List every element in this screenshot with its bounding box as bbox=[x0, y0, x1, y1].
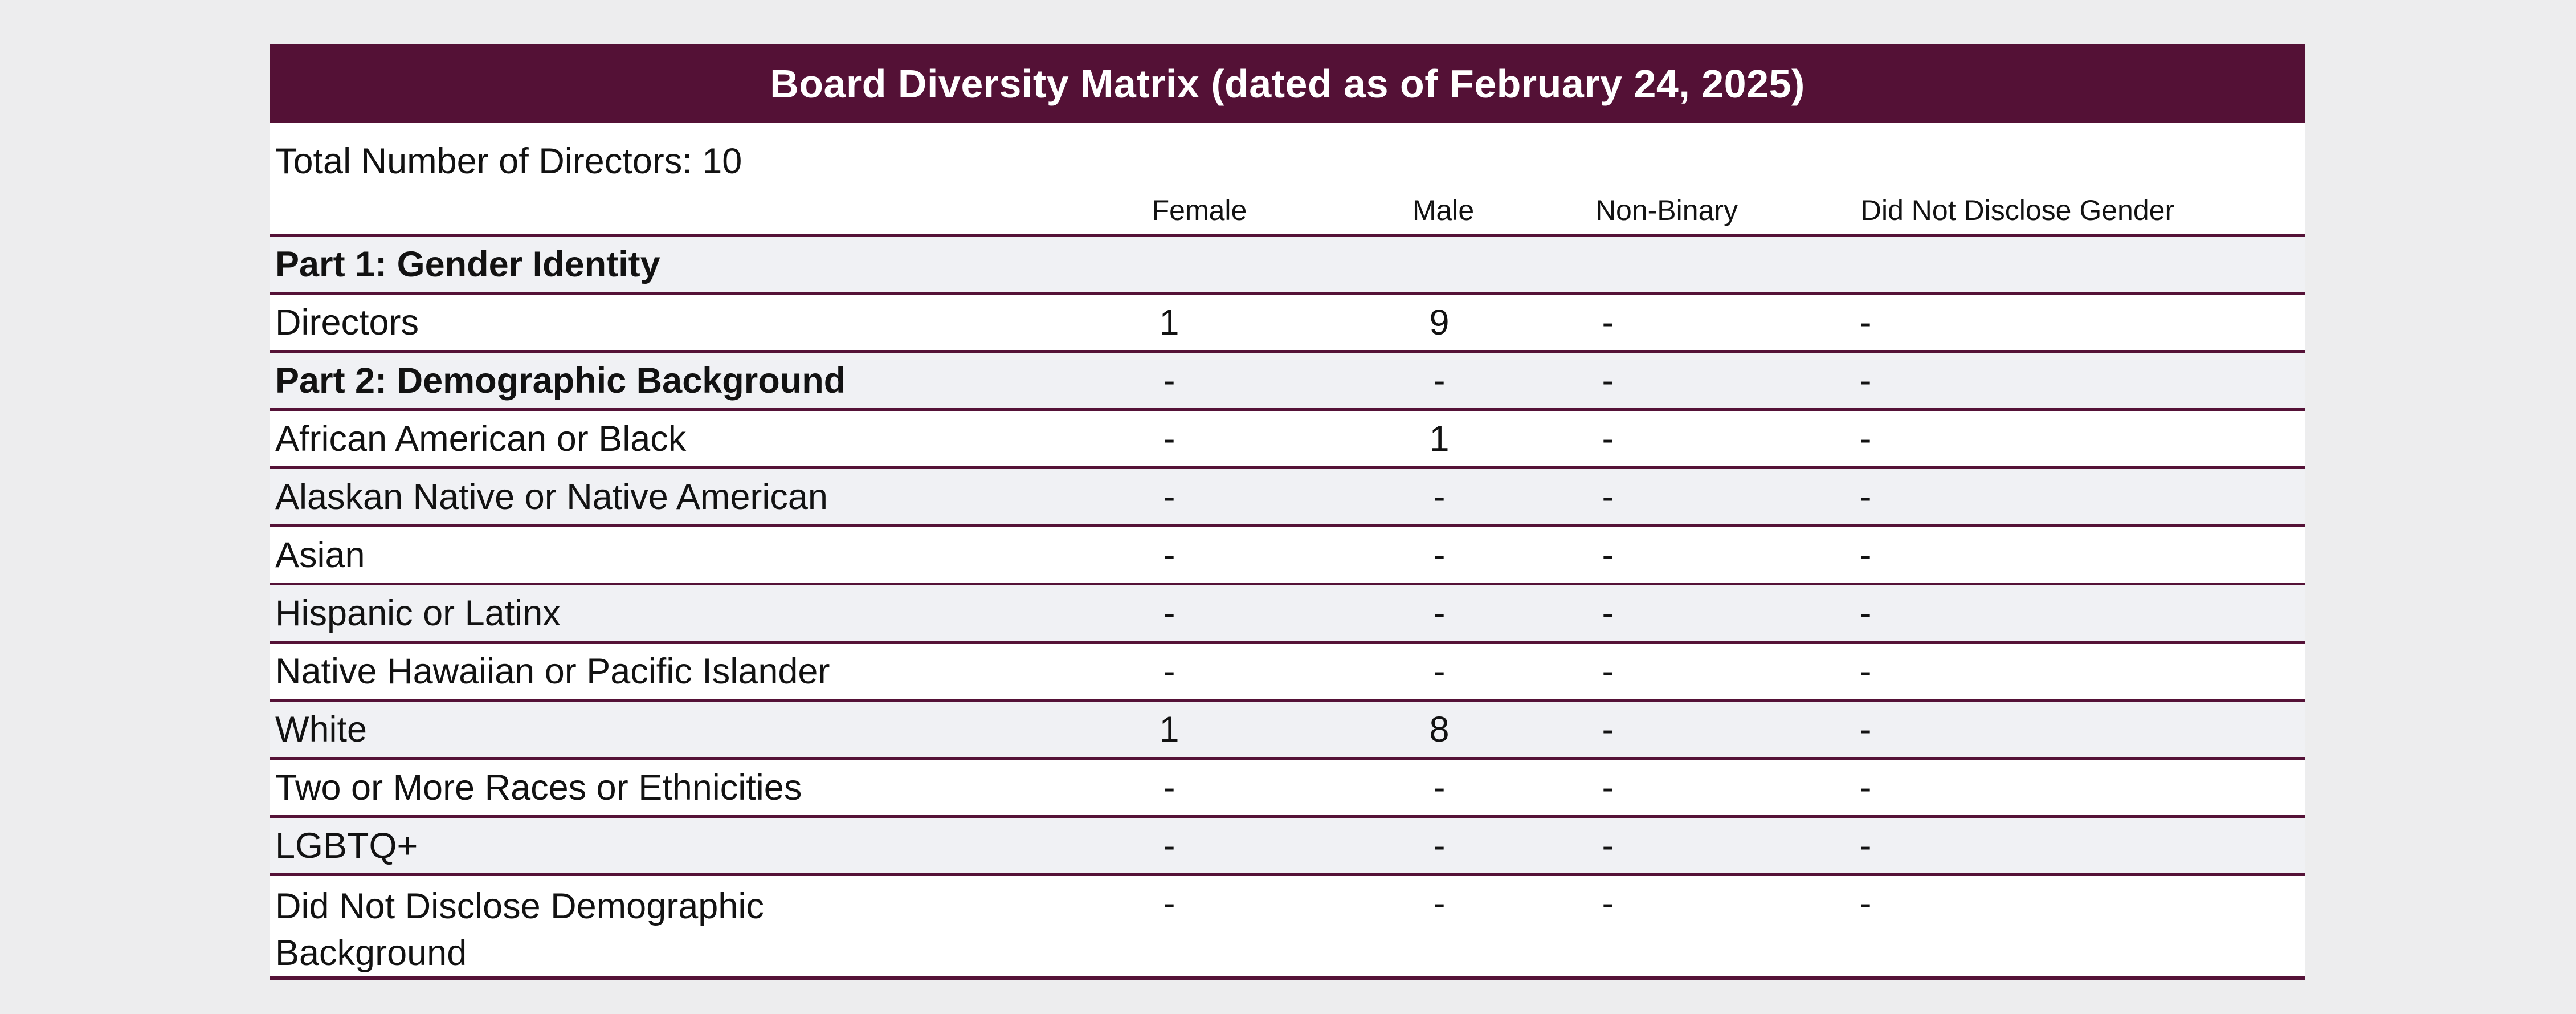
matrix-body: Total Number of Directors: 10 Female Male… bbox=[270, 123, 2305, 980]
row-label: Hispanic or Latinx bbox=[275, 593, 561, 633]
table-row: Part 1: Gender Identity bbox=[270, 234, 2305, 292]
column-header: Did Not Disclose Gender bbox=[1860, 194, 2175, 226]
cell-value: - bbox=[1163, 418, 1175, 459]
cell-value: - bbox=[1433, 767, 1446, 808]
cell-value: - bbox=[1163, 825, 1175, 866]
cell-value: - bbox=[1859, 593, 1872, 633]
row-label: Native Hawaiian or Pacific Islander bbox=[275, 651, 830, 691]
table-row: African American or Black - 1 - - bbox=[270, 408, 2305, 466]
cell-value: - bbox=[1859, 709, 1872, 750]
column-header: Male bbox=[1412, 194, 1475, 226]
cell-value: - bbox=[1163, 477, 1175, 517]
cell-value: 1 bbox=[1159, 709, 1179, 750]
cell-value: - bbox=[1602, 477, 1614, 517]
cell-value: - bbox=[1859, 418, 1872, 459]
row-label: African American or Black bbox=[275, 418, 687, 459]
cell-value: - bbox=[1433, 593, 1446, 633]
table-row: Directors 1 9 - - bbox=[270, 292, 2305, 350]
table-row: Did Not Disclose Demographic Background -… bbox=[270, 873, 2305, 976]
cell-value: - bbox=[1602, 651, 1614, 691]
cell-value: - bbox=[1602, 767, 1614, 808]
row-label: Asian bbox=[275, 535, 365, 575]
cell-value: - bbox=[1163, 767, 1175, 808]
row-label: Part 1: Gender Identity bbox=[275, 244, 660, 284]
board-diversity-matrix: Board Diversity Matrix (dated as of Febr… bbox=[270, 44, 2305, 980]
cell-value: - bbox=[1433, 825, 1446, 866]
cell-value: - bbox=[1433, 477, 1446, 517]
table-row: Two or More Races or Ethnicities - - - - bbox=[270, 757, 2305, 815]
row-label: LGBTQ+ bbox=[275, 825, 418, 866]
table-row: Alaskan Native or Native American - - - - bbox=[270, 466, 2305, 524]
cell-value: - bbox=[1602, 709, 1614, 750]
total-directors-label: Total Number of Directors: 10 bbox=[275, 141, 742, 181]
cell-value: - bbox=[1602, 418, 1614, 459]
column-header-row: Female Male Non-Binary Did Not Disclose Gen… bbox=[270, 182, 2305, 234]
table-row: White 1 8 - - bbox=[270, 699, 2305, 757]
row-label: Alaskan Native or Native American bbox=[275, 477, 828, 517]
table-row: Asian - - - - bbox=[270, 524, 2305, 583]
cell-value: - bbox=[1602, 883, 1614, 923]
cell-value: - bbox=[1163, 360, 1175, 401]
cell-value: - bbox=[1433, 651, 1446, 691]
cell-value: - bbox=[1859, 767, 1872, 808]
cell-value: - bbox=[1163, 535, 1175, 575]
matrix-title: Board Diversity Matrix (dated as of Febr… bbox=[770, 61, 1805, 106]
cell-value: - bbox=[1433, 883, 1446, 923]
cell-value: - bbox=[1859, 825, 1872, 866]
column-header: Non-Binary bbox=[1595, 194, 1738, 226]
rows-container: Part 1: Gender Identity Directors 1 9- - Part… bbox=[270, 234, 2305, 980]
row-label: Part 2: Demographic Background bbox=[275, 360, 846, 401]
cell-value: - bbox=[1859, 535, 1872, 575]
cell-value: - bbox=[1602, 825, 1614, 866]
cell-value: 9 bbox=[1429, 302, 1450, 343]
cell-value: - bbox=[1602, 535, 1614, 575]
cell-value: - bbox=[1163, 883, 1175, 923]
cell-value: 1 bbox=[1159, 302, 1179, 343]
cell-value: 8 bbox=[1429, 709, 1450, 750]
row-label: White bbox=[275, 709, 368, 750]
cell-value: - bbox=[1433, 535, 1446, 575]
cell-value: - bbox=[1602, 360, 1614, 401]
cell-value: 1 bbox=[1429, 418, 1450, 459]
cell-value: - bbox=[1859, 651, 1872, 691]
cell-value: - bbox=[1433, 360, 1446, 401]
row-label: Two or More Races or Ethnicities bbox=[275, 767, 802, 808]
cell-value: - bbox=[1859, 883, 1872, 923]
cell-value: - bbox=[1163, 651, 1175, 691]
table-row: Native Hawaiian or Pacific Islander - - - - bbox=[270, 641, 2305, 699]
cell-value: - bbox=[1602, 302, 1614, 343]
table-row: LGBTQ+ - - - - bbox=[270, 815, 2305, 873]
cell-value: - bbox=[1602, 593, 1614, 633]
column-header: Female bbox=[1152, 194, 1247, 226]
matrix-title-bar: Board Diversity Matrix (dated as of Febr… bbox=[270, 44, 2305, 123]
cell-value: - bbox=[1859, 302, 1872, 343]
row-label: Did Not Disclose Demographic Background bbox=[275, 886, 764, 973]
row-label: Directors bbox=[275, 302, 419, 343]
cell-value: - bbox=[1163, 593, 1175, 633]
table-row: Hispanic or Latinx - - - - bbox=[270, 583, 2305, 641]
cell-value: - bbox=[1859, 360, 1872, 401]
cell-value: - bbox=[1859, 477, 1872, 517]
table-row: Part 2: Demographic Background - - - - bbox=[270, 350, 2305, 408]
